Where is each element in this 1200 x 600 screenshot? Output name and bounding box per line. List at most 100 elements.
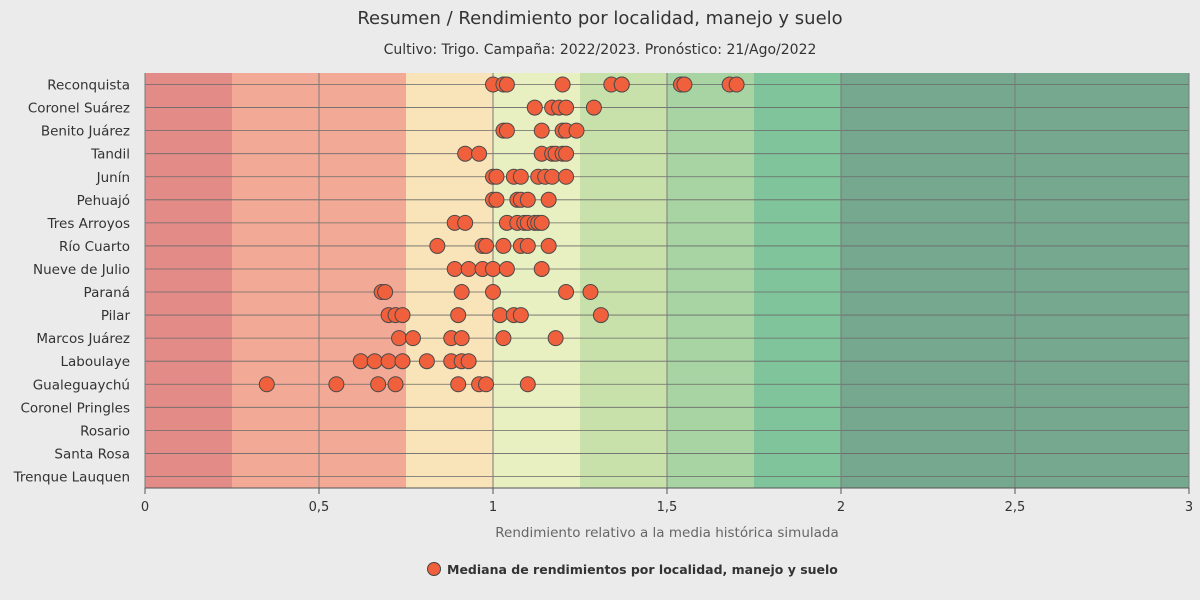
category-label: Río Cuarto — [59, 239, 130, 255]
x-tick-label: 2 — [837, 500, 845, 515]
data-point[interactable] — [554, 76, 571, 93]
data-point[interactable] — [394, 307, 411, 324]
data-point[interactable] — [728, 76, 745, 93]
data-point[interactable] — [418, 353, 435, 370]
data-point[interactable] — [540, 237, 557, 254]
data-point[interactable] — [460, 260, 477, 277]
data-point[interactable] — [471, 145, 488, 162]
data-point[interactable] — [488, 191, 505, 208]
color-band-4 — [493, 73, 580, 488]
data-point[interactable] — [498, 76, 515, 93]
color-band-0 — [145, 73, 232, 488]
data-point[interactable] — [533, 122, 550, 139]
x-tick-label: 0 — [141, 500, 149, 515]
x-axis-title: Rendimiento relativo a la media históric… — [495, 525, 839, 541]
category-label: Coronel Pringles — [20, 400, 130, 416]
color-band-7 — [754, 73, 841, 488]
data-point[interactable] — [366, 353, 383, 370]
data-point[interactable] — [478, 237, 495, 254]
category-label: Pehuajó — [77, 193, 130, 209]
data-point[interactable] — [533, 260, 550, 277]
data-point[interactable] — [429, 237, 446, 254]
color-band-1 — [232, 73, 319, 488]
data-point[interactable] — [446, 260, 463, 277]
data-point[interactable] — [519, 376, 536, 393]
data-point[interactable] — [592, 307, 609, 324]
data-point[interactable] — [547, 330, 564, 347]
data-point[interactable] — [460, 353, 477, 370]
data-point[interactable] — [533, 214, 550, 231]
category-label: Marcos Juárez — [36, 331, 130, 347]
data-point[interactable] — [558, 168, 575, 185]
data-point[interactable] — [453, 330, 470, 347]
data-point[interactable] — [491, 307, 508, 324]
category-label: Junín — [96, 170, 130, 186]
data-point[interactable] — [519, 191, 536, 208]
legend-marker — [427, 562, 441, 576]
x-tick-label: 0,5 — [309, 500, 330, 515]
color-band-2 — [319, 73, 406, 488]
data-point[interactable] — [352, 353, 369, 370]
data-point[interactable] — [582, 284, 599, 301]
data-point[interactable] — [568, 122, 585, 139]
data-point[interactable] — [453, 284, 470, 301]
category-label: Tandil — [90, 147, 130, 163]
plot-area: 0 0,5 1 1,5 2 2,5 3 Reconquista Coronel Suárez Be… — [13, 73, 1193, 515]
category-label: Santa Rosa — [54, 446, 130, 462]
category-label: Gualeguaychú — [33, 377, 130, 393]
data-point[interactable] — [498, 122, 515, 139]
category-label: Tres Arroyos — [47, 216, 131, 232]
data-point[interactable] — [485, 260, 501, 277]
data-point[interactable] — [394, 353, 411, 370]
data-point[interactable] — [519, 237, 536, 254]
category-label: Rosario — [80, 423, 130, 439]
chart-title: Resumen / Rendimiento por localidad, man… — [357, 8, 842, 29]
data-point[interactable] — [478, 376, 495, 393]
data-point[interactable] — [457, 145, 474, 162]
color-band-6 — [667, 73, 754, 488]
data-point[interactable] — [676, 76, 693, 93]
data-point[interactable] — [391, 330, 408, 347]
data-point[interactable] — [485, 284, 501, 301]
data-point[interactable] — [558, 284, 575, 301]
chart-subtitle: Cultivo: Trigo. Campaña: 2022/2023. Pron… — [384, 42, 817, 58]
category-label: Nueve de Julio — [33, 262, 130, 278]
category-label: Pilar — [101, 308, 131, 324]
data-point[interactable] — [558, 99, 575, 116]
data-point[interactable] — [498, 260, 515, 277]
data-point[interactable] — [613, 76, 630, 93]
category-label: Coronel Suárez — [28, 101, 130, 117]
data-point[interactable] — [495, 330, 512, 347]
data-point[interactable] — [328, 376, 345, 393]
category-label: Reconquista — [47, 78, 130, 94]
data-point[interactable] — [495, 237, 512, 254]
data-point[interactable] — [512, 307, 529, 324]
legend-label: Mediana de rendimientos por localidad, m… — [447, 562, 838, 577]
data-point[interactable] — [585, 99, 602, 116]
data-point[interactable] — [450, 376, 467, 393]
data-point[interactable] — [457, 214, 474, 231]
data-point[interactable] — [404, 330, 421, 347]
legend[interactable]: Mediana de rendimientos por localidad, m… — [427, 562, 839, 577]
x-tick-label: 2,5 — [1005, 500, 1026, 515]
data-point[interactable] — [512, 168, 529, 185]
data-point[interactable] — [258, 376, 275, 393]
data-point[interactable] — [377, 284, 394, 301]
data-point[interactable] — [526, 99, 543, 116]
data-point[interactable] — [544, 168, 561, 185]
data-point[interactable] — [488, 168, 505, 185]
data-point[interactable] — [380, 353, 397, 370]
x-tick-label: 1 — [489, 500, 497, 515]
color-band-5 — [580, 73, 667, 488]
x-tick-label: 3 — [1185, 500, 1193, 515]
x-tick-label: 1,5 — [657, 500, 678, 515]
category-label: Paraná — [84, 285, 130, 301]
category-label: Laboulaye — [61, 354, 131, 370]
data-point[interactable] — [450, 307, 467, 324]
data-point[interactable] — [558, 145, 575, 162]
data-point[interactable] — [370, 376, 387, 393]
data-point[interactable] — [540, 191, 557, 208]
data-point[interactable] — [387, 376, 404, 393]
